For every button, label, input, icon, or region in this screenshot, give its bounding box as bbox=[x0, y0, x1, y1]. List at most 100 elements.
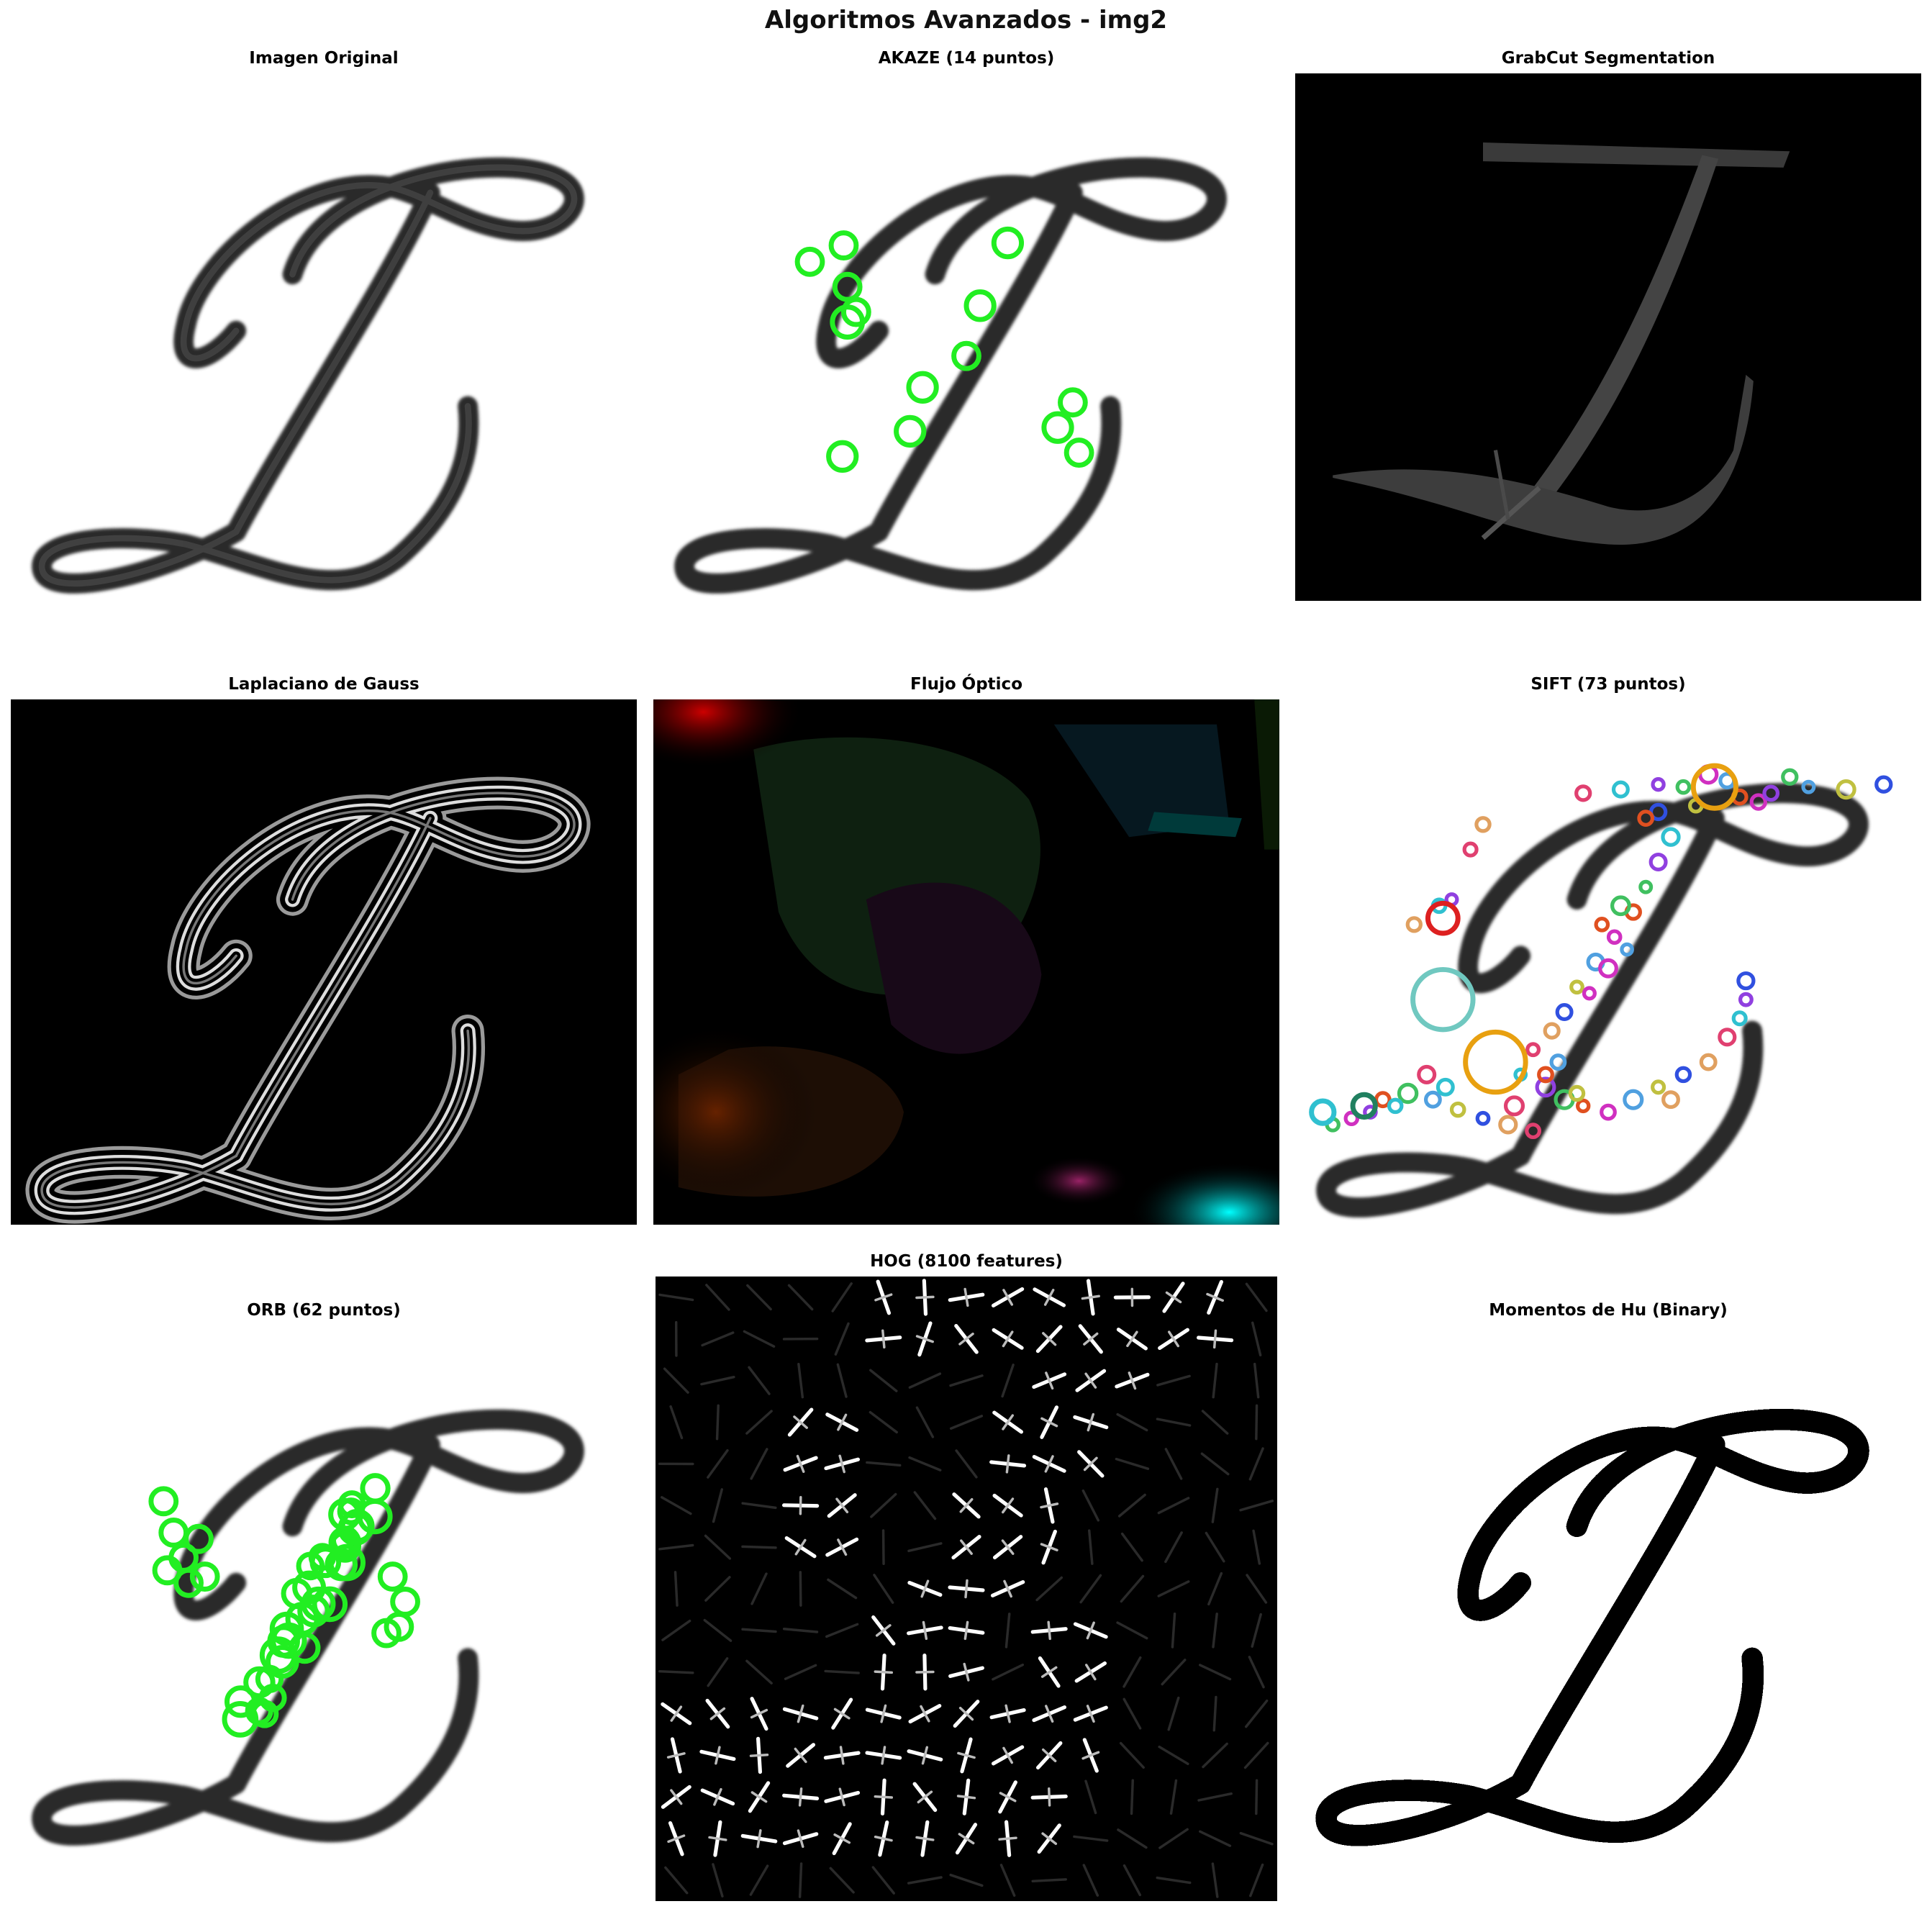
hog-cell-secondary bbox=[1165, 1291, 1182, 1304]
panel-hu-image bbox=[1295, 1325, 1921, 1853]
hog-cell bbox=[871, 1866, 895, 1895]
sift-keypoint bbox=[1637, 810, 1655, 827]
akaze-keypoint bbox=[826, 440, 859, 473]
hog-cell bbox=[907, 1542, 943, 1553]
hog-cell-secondary bbox=[1043, 1289, 1055, 1306]
hog-cell-secondary bbox=[1003, 1579, 1012, 1598]
panel-title-original: Imagen Original bbox=[249, 49, 399, 68]
hog-cell bbox=[1200, 1452, 1230, 1476]
hog-cell-secondary bbox=[1047, 1620, 1051, 1641]
hog-cell bbox=[949, 1374, 984, 1387]
akaze-keypoint bbox=[951, 340, 981, 371]
sift-keypoint bbox=[1525, 1042, 1541, 1058]
hog-cell-secondary bbox=[1040, 1543, 1058, 1551]
hog-cell-secondary bbox=[1081, 1751, 1100, 1760]
sift-keypoint bbox=[1574, 784, 1592, 802]
sift-keypoint-large bbox=[1425, 900, 1461, 936]
orb-keypoint bbox=[148, 1486, 179, 1517]
hog-cell-secondary bbox=[1005, 1454, 1010, 1474]
hog-cell-secondary bbox=[1085, 1664, 1097, 1681]
orb-keypoint bbox=[371, 1618, 402, 1649]
sift-keypoint bbox=[1594, 917, 1610, 933]
orb-keypoint bbox=[245, 1697, 273, 1726]
hog-cell bbox=[799, 1571, 802, 1607]
hog-cell bbox=[1123, 1697, 1142, 1730]
hog-cell bbox=[1081, 1489, 1100, 1522]
hog-cell bbox=[1211, 1862, 1219, 1898]
hog-cell bbox=[1245, 1282, 1268, 1312]
hog-cell-secondary bbox=[749, 1754, 769, 1757]
hog-cell-secondary bbox=[670, 1789, 683, 1805]
hog-cell-secondary bbox=[1044, 1455, 1054, 1473]
sift-keypoint bbox=[1606, 929, 1623, 946]
panel-title-hu: Momentos de Hu (Binary) bbox=[1489, 1301, 1728, 1320]
hog-cell bbox=[825, 1623, 859, 1638]
hog-cell-secondary bbox=[963, 1287, 969, 1307]
hog-cell bbox=[908, 1456, 942, 1472]
hog-cell bbox=[1252, 1529, 1261, 1565]
hog-cell-secondary bbox=[1128, 1371, 1137, 1390]
hog-cell bbox=[1164, 1531, 1183, 1564]
sift-keypoint bbox=[1436, 1077, 1455, 1097]
hog-cell-secondary bbox=[796, 1454, 805, 1473]
panel-hog-image bbox=[656, 1277, 1277, 1901]
hog-cell-secondary bbox=[958, 1332, 974, 1346]
panel-original-image bbox=[11, 73, 637, 601]
hog-cell bbox=[741, 1628, 777, 1633]
hog-cell-secondary bbox=[1002, 1497, 1015, 1514]
panel-sift-image bbox=[1295, 699, 1921, 1225]
sift-keypoint bbox=[1405, 916, 1423, 933]
hog-cell bbox=[741, 1502, 777, 1510]
hog-cell-secondary bbox=[998, 1836, 1017, 1841]
hog-cell bbox=[707, 1657, 729, 1687]
sift-keypoint bbox=[1674, 1066, 1692, 1084]
hog-cell bbox=[1239, 1831, 1274, 1846]
hog-cell-secondary bbox=[1081, 1294, 1100, 1300]
hog-cell bbox=[1079, 1574, 1102, 1604]
hog-cell-secondary bbox=[964, 1579, 969, 1599]
hog-cell-secondary bbox=[838, 1787, 845, 1807]
sift-keypoint bbox=[1648, 852, 1668, 871]
sift-keypoint bbox=[1475, 1110, 1491, 1126]
hog-cell-secondary bbox=[1001, 1539, 1015, 1555]
hog-cell bbox=[1199, 1664, 1232, 1681]
hog-cell-secondary bbox=[797, 1829, 804, 1849]
hog-cell bbox=[1158, 1828, 1189, 1849]
hog-cell bbox=[1001, 1364, 1015, 1398]
akaze-keypoint bbox=[991, 226, 1025, 260]
hog-cell-secondary bbox=[963, 1620, 969, 1641]
hog-cell bbox=[658, 1293, 694, 1302]
hog-cell-secondary bbox=[1083, 1332, 1099, 1346]
hog-cell-secondary bbox=[874, 1293, 893, 1302]
hog-cell bbox=[949, 1873, 984, 1887]
sift-keypoint bbox=[1651, 1079, 1666, 1095]
hog-cell bbox=[827, 1578, 858, 1600]
hog-cell-secondary bbox=[917, 1790, 933, 1804]
hog-cell-secondary bbox=[1004, 1704, 1011, 1723]
hog-cell-secondary bbox=[670, 1705, 683, 1722]
hog-cell bbox=[1120, 1574, 1145, 1603]
sift-keypoint bbox=[1610, 895, 1631, 917]
hog-cell bbox=[750, 1572, 768, 1605]
hog-cell bbox=[1156, 1374, 1191, 1387]
sift-keypoint bbox=[1417, 1064, 1437, 1084]
hog-cell bbox=[1245, 1699, 1269, 1728]
hog-cell bbox=[999, 1864, 1016, 1897]
hog-cell bbox=[1116, 1621, 1148, 1640]
sift-keypoint bbox=[1582, 986, 1597, 1001]
hog-cell bbox=[707, 1448, 729, 1479]
sift-keypoint bbox=[1801, 779, 1816, 794]
hog-cell-secondary bbox=[1086, 1621, 1095, 1640]
hog-cell-secondary bbox=[957, 1751, 976, 1759]
hog-cell-secondary bbox=[922, 1620, 928, 1641]
hog-cell-secondary bbox=[881, 1329, 886, 1349]
akaze-keypoint bbox=[906, 371, 939, 404]
hog-cell-secondary bbox=[794, 1747, 807, 1764]
sift-keypoint-large bbox=[1410, 966, 1476, 1033]
hog-cell bbox=[1157, 1580, 1190, 1597]
hog-cell bbox=[1088, 1529, 1094, 1565]
hog-cell-secondary bbox=[1002, 1746, 1014, 1764]
hog-cell bbox=[1202, 1742, 1228, 1769]
hog-cell bbox=[824, 1669, 860, 1674]
sift-keypoint bbox=[1423, 1090, 1442, 1109]
